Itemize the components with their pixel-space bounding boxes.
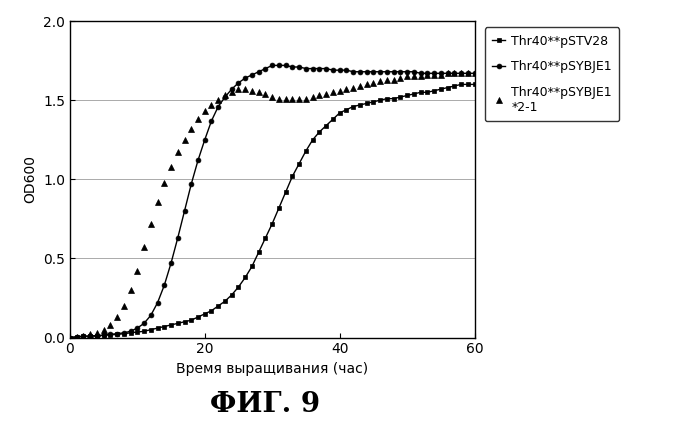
Thr40**pSYBJE1	[147, 313, 155, 318]
Thr40**pSYBJE1	[160, 283, 168, 288]
Thr40**pSYBJE1
*2-1	[417, 74, 425, 79]
Thr40**pSYBJE1
*2-1	[147, 221, 155, 226]
Thr40**pSYBJE1
*2-1	[281, 96, 290, 101]
Thr40**pSTV28	[147, 327, 155, 332]
Thr40**pSYBJE1	[423, 71, 431, 76]
Thr40**pSYBJE1	[315, 66, 324, 71]
Thr40**pSTV28	[417, 90, 425, 95]
Text: ФИГ. 9: ФИГ. 9	[210, 391, 320, 418]
Thr40**pSYBJE1	[470, 71, 479, 76]
Thr40**pSYBJE1	[288, 65, 297, 70]
Thr40**pSTV28	[281, 189, 290, 195]
Thr40**pSYBJE1
*2-1	[66, 335, 74, 340]
Thr40**pSTV28	[470, 82, 479, 87]
Thr40**pSYBJE1
*2-1	[309, 95, 317, 100]
Line: Thr40**pSYBJE1
*2-1: Thr40**pSYBJE1 *2-1	[66, 70, 478, 341]
Thr40**pSYBJE1	[66, 335, 74, 340]
Y-axis label: OD600: OD600	[24, 155, 38, 203]
Legend: Thr40**pSTV28, Thr40**pSYBJE1, Thr40**pSYBJE1
*2-1: Thr40**pSTV28, Thr40**pSYBJE1, Thr40**pS…	[485, 27, 619, 122]
Thr40**pSTV28	[207, 308, 216, 313]
Thr40**pSYBJE1
*2-1	[443, 71, 452, 76]
Thr40**pSYBJE1	[268, 63, 276, 68]
Thr40**pSYBJE1
*2-1	[160, 180, 168, 185]
Thr40**pSTV28	[457, 82, 466, 87]
Thr40**pSYBJE1
*2-1	[470, 71, 479, 76]
Line: Thr40**pSTV28: Thr40**pSTV28	[68, 82, 477, 340]
X-axis label: Время выращивания (час): Время выращивания (час)	[176, 362, 369, 376]
Thr40**pSTV28	[160, 324, 168, 329]
Thr40**pSTV28	[309, 137, 317, 142]
Thr40**pSTV28	[66, 335, 74, 340]
Thr40**pSYBJE1	[207, 118, 216, 123]
Thr40**pSYBJE1
*2-1	[207, 103, 216, 108]
Line: Thr40**pSYBJE1: Thr40**pSYBJE1	[68, 63, 477, 340]
